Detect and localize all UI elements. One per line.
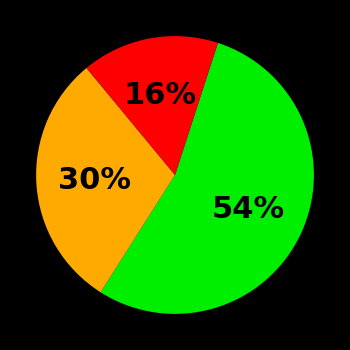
Wedge shape xyxy=(36,68,175,292)
Text: 30%: 30% xyxy=(58,166,131,195)
Wedge shape xyxy=(86,36,218,175)
Text: 16%: 16% xyxy=(123,81,196,110)
Wedge shape xyxy=(100,43,314,314)
Text: 54%: 54% xyxy=(211,195,285,224)
